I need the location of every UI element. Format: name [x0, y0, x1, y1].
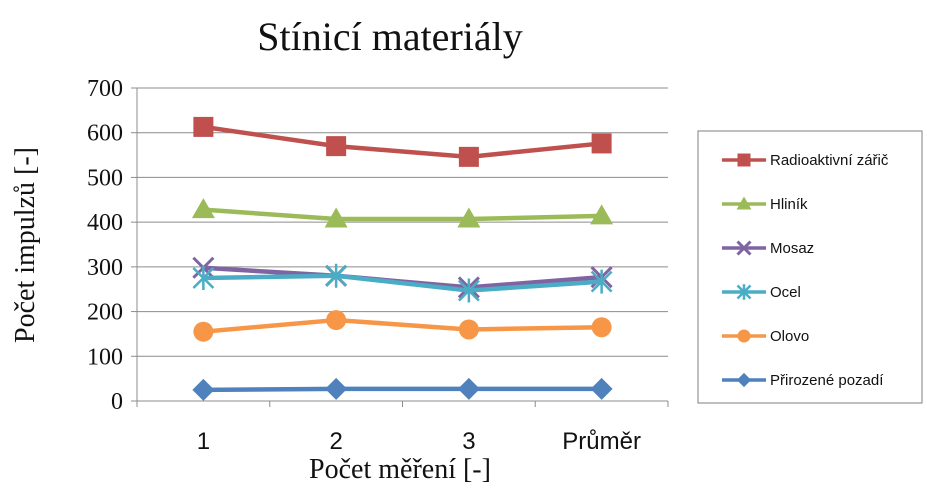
series-4 — [192, 263, 613, 303]
x-tick-label: Průměr — [562, 428, 641, 455]
legend-item-2: Hliník — [722, 196, 808, 213]
legend-item-6: Přirozené pozadí — [722, 372, 884, 389]
y-tick-label: 0 — [111, 389, 123, 415]
series-4-marker — [325, 263, 348, 288]
legend-item-6-marker — [736, 372, 752, 388]
series-5-marker — [326, 310, 347, 331]
series-1-marker — [193, 116, 214, 137]
series-1-marker — [458, 146, 479, 167]
y-tick-label: 400 — [87, 210, 123, 236]
legend: Radioaktivní zářič Hliník Mosaz Ocel Olovo Př… — [697, 130, 923, 404]
legend-item-1: Radioaktivní zářič — [722, 152, 889, 169]
y-tick-labels: 0 100 200 300 400 500 600 700 — [87, 76, 123, 415]
legend-item-4-label: Ocel — [770, 284, 801, 301]
legend-item-4-marker — [736, 284, 752, 300]
legend-item-3-label: Mosaz — [770, 240, 814, 257]
series-group — [191, 116, 614, 401]
legend-item-5: Olovo — [722, 328, 809, 345]
series-6 — [192, 377, 613, 401]
series-2-line — [203, 207, 602, 222]
series-5-marker — [193, 321, 214, 342]
series-6-marker — [192, 378, 215, 401]
series-6-marker — [457, 377, 480, 400]
chart-title: Stínicí materiály — [257, 14, 523, 59]
legend-item-1-label: Radioaktivní zářič — [770, 152, 889, 169]
legend-item-5-label: Olovo — [770, 328, 809, 345]
legend-item-2-marker — [736, 196, 752, 210]
series-4-marker — [590, 269, 613, 294]
legend-item-4: Ocel — [722, 284, 801, 301]
series-4-line — [203, 273, 602, 293]
y-tick-label: 300 — [87, 255, 123, 281]
y-tick-label: 200 — [87, 300, 123, 326]
series-2-marker — [590, 204, 614, 225]
legend-item-6-label: Přirozené pozadí — [770, 372, 884, 389]
x-tick-labels: 1 2 3 Průměr — [197, 428, 641, 455]
axes — [136, 88, 669, 407]
y-tick-label: 500 — [87, 165, 123, 191]
legend-item-1-marker — [737, 153, 751, 167]
x-tick-label: 2 — [329, 428, 342, 455]
y-tick-label: 600 — [87, 121, 123, 147]
x-tick-label: 3 — [462, 428, 475, 455]
series-5-marker — [458, 319, 479, 340]
series-1-marker — [326, 136, 347, 157]
legend-item-2-label: Hliník — [770, 196, 808, 213]
series-2-marker — [324, 207, 348, 228]
legend-item-3: Mosaz — [722, 240, 814, 257]
series-4-marker — [192, 266, 215, 291]
series-6-marker — [325, 377, 348, 400]
series-2 — [191, 198, 614, 228]
x-tick-label: 1 — [197, 428, 210, 455]
series-5-line — [203, 317, 602, 334]
series-2-marker — [457, 207, 481, 228]
y-axis-title: Počet impulzů [-] — [10, 147, 41, 343]
legend-item-5-marker — [737, 329, 751, 343]
x-axis-title: Počet měření [-] — [309, 454, 491, 485]
series-1 — [193, 116, 612, 167]
series-2-marker — [191, 198, 215, 219]
series-5 — [193, 310, 612, 342]
series-4-marker — [457, 278, 480, 303]
y-tick-label: 700 — [87, 76, 123, 102]
series-6-marker — [590, 377, 613, 400]
series-1-line — [203, 124, 602, 160]
series-5-marker — [591, 317, 612, 338]
series-6-line — [203, 386, 602, 393]
series-1-marker — [591, 133, 612, 154]
legend-box — [697, 130, 923, 404]
legend-item-3-marker — [736, 240, 752, 256]
y-tick-label: 100 — [87, 344, 123, 370]
